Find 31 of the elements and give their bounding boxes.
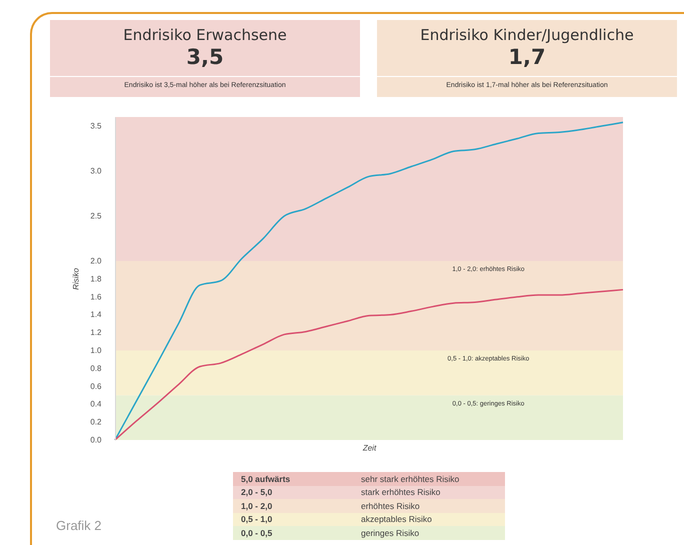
y-tick-label: 0.8 (90, 364, 102, 373)
y-tick-label: 1.4 (90, 310, 102, 320)
text: 3,5 (185, 45, 225, 69)
y-tick-label: 3.5 (90, 122, 102, 131)
y-tick-label: 0.0 (90, 436, 102, 444)
text: Endrisiko Erwachsene (122, 26, 288, 44)
text: erhöhtes Risiko (360, 500, 421, 512)
category-label: 5,0 aufwärts (240, 472, 292, 486)
y-tick-label: 1.6 (90, 292, 102, 302)
category-label: 1,0 - 2,0 (240, 500, 274, 512)
y-tick-label: 1.8 (90, 274, 102, 284)
text: Endrisiko Kinder/Jugendliche (419, 26, 635, 44)
y-tick-label: 1.0 (90, 346, 102, 356)
y-tick-label: 2.5 (90, 212, 102, 221)
y-tick-label: 0.2 (90, 418, 102, 427)
y-tick-label: 2.0 (90, 256, 102, 266)
category-label: 0,0 - 0,5 (240, 526, 274, 540)
y-tick-label: 0.6 (90, 382, 102, 391)
y-tick-label: 1.2 (90, 328, 102, 338)
text: akzeptables Risiko (360, 513, 433, 526)
y-axis-title: Risiko (71, 268, 80, 290)
text: geringes Risiko (360, 526, 420, 540)
y-tick-label: 0.4 (90, 400, 102, 409)
category-label: 2,0 - 5,0 (240, 486, 274, 499)
category-label: 0,5 - 1,0 (240, 513, 274, 526)
text: Grafik 2 (56, 518, 102, 533)
text: 1,7 (507, 45, 547, 69)
text: sehr stark erhöhtes Risiko (360, 472, 460, 486)
y-tick-label: 3.0 (90, 166, 102, 176)
text: stark erhöhtes Risiko (360, 486, 442, 499)
x-axis-title: Zeit (362, 444, 377, 452)
